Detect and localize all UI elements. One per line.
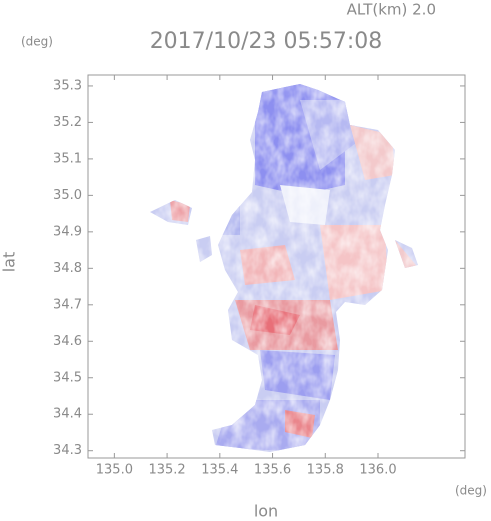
y-tick-label: 35.2	[53, 115, 82, 130]
x-tick-label: 135.0	[96, 463, 133, 478]
y-tick-label: 34.7	[53, 297, 82, 312]
x-tick-label: 135.6	[254, 463, 291, 478]
y-tick-label: 34.4	[53, 407, 82, 422]
radar-field	[150, 84, 418, 452]
y-unit: (deg)	[21, 35, 53, 49]
x-unit: (deg)	[455, 484, 487, 498]
x-axis-title: lon	[254, 502, 278, 521]
x-tick-label: 135.4	[201, 463, 238, 478]
y-tick-label: 34.8	[53, 261, 82, 276]
y-tick-label: 35.0	[53, 188, 82, 203]
y-tick-label: 34.6	[53, 334, 82, 349]
y-tick-label: 35.3	[53, 78, 82, 93]
x-tick-label: 135.2	[148, 463, 185, 478]
altitude-label: ALT(km) 2.0	[347, 1, 436, 19]
plot-frame	[87, 74, 466, 459]
y-tick-label: 34.3	[53, 443, 82, 458]
y-tick-label: 34.5	[53, 370, 82, 385]
y-tick-label: 34.9	[53, 224, 82, 239]
y-tick-label: 35.1	[53, 151, 82, 166]
y-axis-title: lat	[0, 252, 19, 273]
chart-title: 2017/10/23 05:57:08	[150, 29, 383, 54]
x-tick-label: 135.8	[307, 463, 344, 478]
x-tick-label: 136.0	[359, 463, 396, 478]
axes: 135.0 135.2 135.4 135.6 135.8 136.0 34.3 34.4 34…	[53, 75, 465, 478]
